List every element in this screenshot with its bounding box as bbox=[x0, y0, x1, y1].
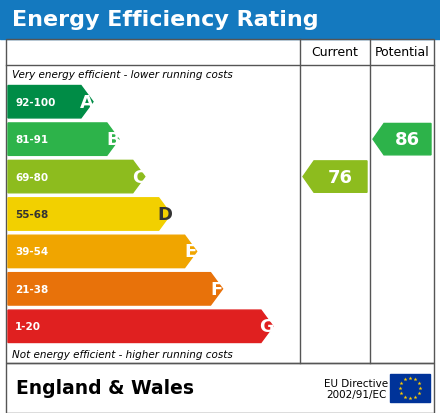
Text: Energy Efficiency Rating: Energy Efficiency Rating bbox=[12, 10, 319, 30]
Text: EU Directive: EU Directive bbox=[324, 378, 388, 388]
Text: D: D bbox=[157, 206, 172, 223]
Text: 92-100: 92-100 bbox=[15, 97, 55, 107]
Text: Very energy efficient - lower running costs: Very energy efficient - lower running co… bbox=[12, 70, 233, 80]
Text: Current: Current bbox=[312, 46, 359, 59]
Text: 21-38: 21-38 bbox=[15, 284, 48, 294]
Polygon shape bbox=[8, 310, 273, 343]
Text: A: A bbox=[80, 93, 94, 112]
Text: C: C bbox=[132, 168, 146, 186]
Text: Potential: Potential bbox=[374, 46, 429, 59]
Text: England & Wales: England & Wales bbox=[16, 379, 194, 398]
Text: 39-54: 39-54 bbox=[15, 247, 48, 257]
Polygon shape bbox=[8, 161, 145, 193]
Bar bbox=[390, 374, 430, 402]
Polygon shape bbox=[373, 124, 431, 155]
Text: F: F bbox=[210, 280, 223, 298]
Bar bbox=[0, 0, 440, 40]
Text: E: E bbox=[184, 243, 197, 261]
Text: G: G bbox=[260, 318, 275, 335]
Text: Not energy efficient - higher running costs: Not energy efficient - higher running co… bbox=[12, 349, 233, 359]
Bar bbox=[0, 363, 440, 413]
Text: 2002/91/EC: 2002/91/EC bbox=[326, 389, 386, 399]
Bar bbox=[6, 40, 434, 363]
Text: 86: 86 bbox=[395, 131, 420, 149]
Text: 55-68: 55-68 bbox=[15, 209, 48, 219]
Polygon shape bbox=[303, 161, 367, 193]
Polygon shape bbox=[8, 236, 197, 268]
Bar bbox=[6, 363, 434, 413]
Polygon shape bbox=[8, 123, 119, 156]
Polygon shape bbox=[8, 86, 93, 119]
Polygon shape bbox=[8, 273, 223, 305]
Polygon shape bbox=[8, 198, 171, 230]
Text: B: B bbox=[106, 131, 120, 149]
Text: 81-91: 81-91 bbox=[15, 135, 48, 145]
Text: 69-80: 69-80 bbox=[15, 172, 48, 182]
Text: 1-20: 1-20 bbox=[15, 321, 41, 332]
Text: 76: 76 bbox=[328, 168, 353, 186]
